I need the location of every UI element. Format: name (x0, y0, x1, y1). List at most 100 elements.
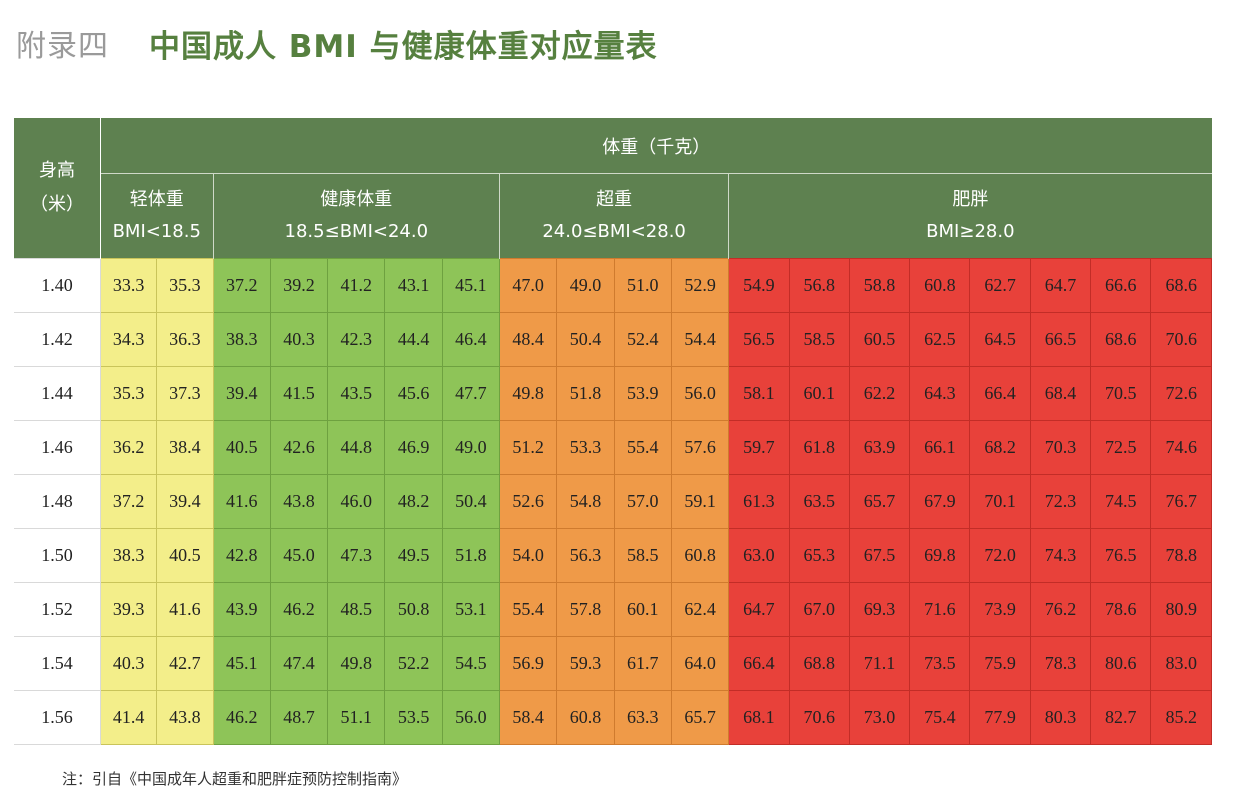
weight-cell-obese: 59.7 (728, 420, 790, 475)
page-title-row: 附录四 中国成人 BMI 与健康体重对应量表 (16, 18, 658, 68)
weight-cell-normal: 51.1 (327, 690, 386, 745)
weight-cell-obese: 72.6 (1150, 366, 1212, 421)
height-cell: 1.50 (14, 528, 101, 583)
weight-cell-normal: 46.2 (269, 582, 329, 637)
weight-cell-under: 38.4 (156, 420, 214, 475)
weight-cell-normal: 45.1 (212, 636, 271, 691)
weight-cell-normal: 39.4 (212, 366, 271, 421)
weight-cell-normal: 47.7 (441, 366, 501, 421)
weight-cell-under: 35.3 (156, 258, 214, 313)
weight-cell-obese: 74.6 (1150, 420, 1212, 475)
weight-cell-obese: 67.0 (788, 582, 850, 637)
weight-cell-obese: 64.7 (1029, 258, 1092, 313)
weight-cell-obese: 78.3 (1029, 636, 1092, 691)
weight-cell-obese: 74.5 (1090, 474, 1152, 529)
weight-cell-obese: 62.7 (969, 258, 1031, 313)
weight-cell-obese: 70.3 (1029, 420, 1092, 475)
weight-cell-normal: 50.4 (441, 474, 501, 529)
weight-cell-over: 54.0 (499, 528, 558, 583)
weight-cell-obese: 70.6 (788, 690, 850, 745)
appendix-label: 附录四 (16, 29, 109, 64)
weight-cell-over: 51.0 (613, 258, 672, 313)
weight-cell-over: 64.0 (670, 636, 730, 691)
height-cell: 1.56 (14, 690, 101, 745)
table-row: 1.46 36.2 38.4 40.5 42.6 44.8 46.9 49.0 51.2 53.3… (14, 420, 1212, 475)
weight-cell-obese: 56.5 (728, 312, 790, 367)
weight-cell-normal: 42.8 (212, 528, 271, 583)
weight-cell-under: 43.8 (156, 690, 214, 745)
weight-cell-obese: 64.3 (909, 366, 971, 421)
weight-cell-over: 53.9 (613, 366, 672, 421)
weight-cell-normal: 46.9 (384, 420, 443, 475)
weight-cell-normal: 56.0 (441, 690, 501, 745)
weight-cell-obese: 68.6 (1090, 312, 1152, 367)
weight-cell-under: 36.3 (156, 312, 214, 367)
weight-cell-obese: 58.1 (728, 366, 790, 421)
weight-cell-normal: 47.3 (327, 528, 386, 583)
bmi-weight-table: 身高 （米） 体重（千克） 轻体重 BMI<18.5 健康体重 18.5≤BMI… (14, 118, 1212, 745)
weight-cell-over: 54.8 (556, 474, 615, 529)
category-name: 轻体重 (129, 189, 184, 210)
weight-cell-obese: 72.3 (1029, 474, 1092, 529)
weight-cell-obese: 78.8 (1150, 528, 1212, 583)
weight-cell-over: 52.6 (499, 474, 558, 529)
weight-cell-obese: 80.3 (1029, 690, 1092, 745)
weight-cell-over: 53.3 (556, 420, 615, 475)
table-row: 1.42 34.3 36.3 38.3 40.3 42.3 44.4 46.4 48.4 50.4… (14, 312, 1212, 367)
category-range: BMI<18.5 (112, 221, 201, 242)
category-name: 超重 (596, 189, 633, 210)
weight-cell-obese: 76.7 (1150, 474, 1212, 529)
height-cell: 1.46 (14, 420, 101, 475)
weight-cell-obese: 68.4 (1029, 366, 1092, 421)
weight-cell-under: 41.4 (99, 690, 158, 745)
height-cell: 1.48 (14, 474, 101, 529)
weight-cell-obese: 68.2 (969, 420, 1031, 475)
weight-cell-obese: 75.4 (909, 690, 971, 745)
weight-cell-over: 59.3 (556, 636, 615, 691)
weight-cell-normal: 49.5 (384, 528, 443, 583)
weight-cell-over: 62.4 (670, 582, 730, 637)
weight-cell-over: 57.6 (670, 420, 730, 475)
weight-cell-normal: 41.6 (212, 474, 271, 529)
weight-cell-normal: 40.5 (212, 420, 271, 475)
weight-cell-normal: 51.8 (441, 528, 501, 583)
weight-cell-over: 52.4 (613, 312, 672, 367)
weight-cell-obese: 70.6 (1150, 312, 1212, 367)
weight-cell-under: 38.3 (99, 528, 158, 583)
weight-cell-obese: 64.5 (969, 312, 1031, 367)
weight-cell-normal: 42.3 (327, 312, 386, 367)
weight-cell-obese: 76.2 (1029, 582, 1092, 637)
weight-cell-over: 49.8 (499, 366, 558, 421)
weight-cell-normal: 42.6 (269, 420, 329, 475)
weight-cell-over: 56.3 (556, 528, 615, 583)
category-range: BMI≥28.0 (926, 221, 1015, 242)
table-row: 1.44 35.3 37.3 39.4 41.5 43.5 45.6 47.7 49.8 51.8… (14, 366, 1212, 421)
weight-cell-over: 58.5 (613, 528, 672, 583)
weight-cell-normal: 37.2 (212, 258, 271, 313)
weight-cell-over: 55.4 (613, 420, 672, 475)
weight-cell-obese: 70.5 (1090, 366, 1152, 421)
weight-cell-obese: 72.5 (1090, 420, 1152, 475)
weight-cell-normal: 48.7 (269, 690, 329, 745)
weight-cell-obese: 61.8 (788, 420, 850, 475)
table-row: 1.52 39.3 41.6 43.9 46.2 48.5 50.8 53.1 55.4 57.8… (14, 582, 1212, 637)
weight-cell-under: 41.6 (156, 582, 214, 637)
weight-cell-over: 54.4 (670, 312, 730, 367)
weight-cell-obese: 66.1 (909, 420, 971, 475)
weight-cell-obese: 80.9 (1150, 582, 1212, 637)
weight-cell-over: 58.4 (499, 690, 558, 745)
weight-cell-obese: 68.8 (788, 636, 850, 691)
weight-cell-over: 60.8 (556, 690, 615, 745)
weight-cell-over: 65.7 (670, 690, 730, 745)
weight-cell-normal: 41.5 (269, 366, 329, 421)
weight-cell-under: 37.2 (99, 474, 158, 529)
weight-cell-over: 56.0 (670, 366, 730, 421)
weight-cell-obese: 68.1 (728, 690, 790, 745)
weight-cell-over: 60.8 (670, 528, 730, 583)
weight-cell-normal: 49.8 (327, 636, 386, 691)
weight-cell-obese: 62.5 (909, 312, 971, 367)
weight-cell-obese: 63.0 (728, 528, 790, 583)
table-row: 1.50 38.3 40.5 42.8 45.0 47.3 49.5 51.8 54.0 56.3… (14, 528, 1212, 583)
weight-cell-obese: 78.6 (1090, 582, 1152, 637)
weight-cell-obese: 68.6 (1150, 258, 1212, 313)
